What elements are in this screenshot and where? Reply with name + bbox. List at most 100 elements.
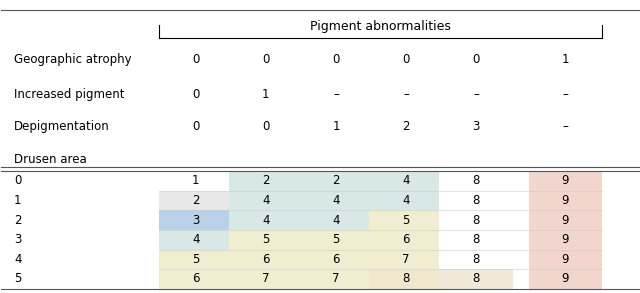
Text: 5: 5	[14, 272, 22, 285]
Text: –: –	[473, 88, 479, 101]
Text: 0: 0	[14, 174, 22, 188]
Bar	[229, 171, 303, 191]
Text: 9: 9	[561, 233, 569, 246]
Text: 6: 6	[332, 253, 340, 266]
Bar	[229, 191, 303, 210]
Text: 5: 5	[192, 253, 200, 266]
Bar	[369, 230, 443, 250]
Bar	[159, 269, 232, 289]
Text: 4: 4	[14, 253, 22, 266]
Text: 9: 9	[561, 174, 569, 188]
Text: 9: 9	[561, 253, 569, 266]
Text: 1: 1	[332, 120, 340, 133]
Text: Increased pigment: Increased pigment	[14, 88, 125, 101]
Text: 0: 0	[403, 53, 410, 66]
Text: 9: 9	[561, 194, 569, 207]
Bar	[529, 171, 602, 191]
Text: Depigmentation: Depigmentation	[14, 120, 110, 133]
Text: 2: 2	[262, 174, 269, 188]
Bar	[300, 210, 372, 230]
Text: 5: 5	[332, 233, 340, 246]
Text: 2: 2	[403, 120, 410, 133]
Bar	[529, 230, 602, 250]
Text: 2: 2	[192, 194, 200, 207]
Text: 1: 1	[192, 174, 200, 188]
Text: 7: 7	[332, 272, 340, 285]
Bar	[369, 191, 443, 210]
Text: 0: 0	[192, 88, 200, 101]
Text: 9: 9	[561, 272, 569, 285]
Text: Pigment abnormalities: Pigment abnormalities	[310, 20, 451, 33]
Bar	[159, 171, 232, 191]
Bar	[529, 269, 602, 289]
Bar	[300, 171, 372, 191]
Text: 0: 0	[262, 53, 269, 66]
Bar	[300, 230, 372, 250]
Text: 5: 5	[403, 214, 410, 227]
Bar	[300, 269, 372, 289]
Text: 7: 7	[262, 272, 269, 285]
Bar	[229, 210, 303, 230]
Text: 0: 0	[472, 53, 480, 66]
Text: 9: 9	[561, 214, 569, 227]
Text: 2: 2	[14, 214, 22, 227]
Text: 4: 4	[332, 214, 340, 227]
Text: 2: 2	[332, 174, 340, 188]
Text: –: –	[563, 88, 568, 101]
Bar	[229, 250, 303, 269]
Text: 1: 1	[262, 88, 269, 101]
Text: 8: 8	[472, 214, 480, 227]
Text: 3: 3	[472, 120, 480, 133]
Bar	[229, 230, 303, 250]
Text: 4: 4	[332, 194, 340, 207]
Text: –: –	[563, 120, 568, 133]
Text: 0: 0	[332, 53, 340, 66]
Text: 8: 8	[472, 272, 480, 285]
Bar	[300, 250, 372, 269]
Bar	[529, 250, 602, 269]
Text: 4: 4	[192, 233, 200, 246]
Text: 3: 3	[192, 214, 200, 227]
Text: 4: 4	[262, 194, 269, 207]
Text: Drusen area: Drusen area	[14, 153, 87, 166]
Bar	[300, 191, 372, 210]
Text: 4: 4	[262, 214, 269, 227]
Bar	[440, 210, 513, 230]
Bar	[440, 230, 513, 250]
Text: 6: 6	[192, 272, 200, 285]
Text: 5: 5	[262, 233, 269, 246]
Text: 0: 0	[192, 120, 200, 133]
Text: 4: 4	[403, 174, 410, 188]
Text: 8: 8	[403, 272, 410, 285]
Bar	[369, 171, 443, 191]
Bar	[369, 210, 443, 230]
Bar	[529, 191, 602, 210]
Bar	[369, 269, 443, 289]
Text: Geographic atrophy: Geographic atrophy	[14, 53, 132, 66]
Text: 0: 0	[192, 53, 200, 66]
Bar	[159, 191, 232, 210]
Text: –: –	[333, 88, 339, 101]
Bar	[529, 210, 602, 230]
Text: 1: 1	[561, 53, 569, 66]
Text: 0: 0	[262, 120, 269, 133]
Bar	[440, 171, 513, 191]
Bar	[159, 230, 232, 250]
Text: 4: 4	[403, 194, 410, 207]
Bar	[369, 250, 443, 269]
Bar	[159, 250, 232, 269]
Text: 7: 7	[403, 253, 410, 266]
Text: 6: 6	[262, 253, 269, 266]
Bar	[440, 191, 513, 210]
Text: 8: 8	[472, 194, 480, 207]
Bar	[159, 210, 232, 230]
Text: 1: 1	[14, 194, 22, 207]
Text: 8: 8	[472, 253, 480, 266]
Text: 6: 6	[403, 233, 410, 246]
Bar	[440, 250, 513, 269]
Text: –: –	[403, 88, 409, 101]
Text: 8: 8	[472, 174, 480, 188]
Text: 8: 8	[472, 233, 480, 246]
Text: 3: 3	[14, 233, 22, 246]
Bar	[229, 269, 303, 289]
